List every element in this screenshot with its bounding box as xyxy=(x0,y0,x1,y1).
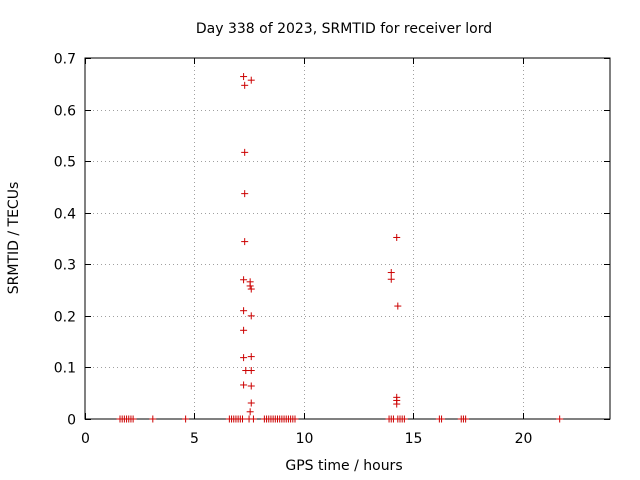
data-point xyxy=(241,190,249,198)
y-tick-label: 0 xyxy=(67,413,76,429)
plot-frame xyxy=(84,57,611,420)
data-point xyxy=(387,275,395,283)
data-point xyxy=(240,354,248,362)
x-tick-label: 15 xyxy=(405,431,423,447)
data-point xyxy=(247,76,255,84)
data-point xyxy=(247,312,255,320)
x-tick-label: 20 xyxy=(515,431,533,447)
data-point xyxy=(240,276,248,284)
data-point xyxy=(393,233,401,241)
data-point xyxy=(182,415,190,423)
data-point xyxy=(246,282,254,290)
data-point xyxy=(240,307,248,315)
data-point xyxy=(394,302,402,310)
data-point xyxy=(241,81,249,89)
y-tick-label: 0.2 xyxy=(54,310,76,326)
data-point xyxy=(247,353,255,361)
grid-layer xyxy=(85,58,610,419)
y-tick-label: 0.4 xyxy=(54,207,76,223)
data-point xyxy=(241,238,249,246)
x-tick-label: 5 xyxy=(190,431,199,447)
x-tick-label: 0 xyxy=(81,431,90,447)
data-point xyxy=(247,285,255,293)
data-point xyxy=(247,399,255,407)
data-point xyxy=(240,326,248,334)
data-point xyxy=(129,415,137,423)
tick-layer: 0 0.1 0.2 0.3 0.4 0.5 0.6 0.7 0 5 10 15 20 xyxy=(54,52,610,447)
y-axis-label: SRMTID / TECUs xyxy=(6,182,22,295)
data-point xyxy=(240,381,248,389)
y-tick-label: 0.5 xyxy=(54,155,76,171)
data-point xyxy=(241,148,249,156)
y-tick-label: 0.6 xyxy=(54,104,76,120)
x-tick-label: 10 xyxy=(296,431,314,447)
data-point xyxy=(438,415,446,423)
data-point xyxy=(556,415,564,423)
data-point xyxy=(247,382,255,390)
data-point xyxy=(462,415,470,423)
data-point xyxy=(239,415,246,423)
data-point xyxy=(387,269,395,277)
data-point xyxy=(291,415,299,423)
data-point xyxy=(247,367,255,375)
data-point xyxy=(240,73,248,81)
data-point xyxy=(249,415,257,423)
data-point xyxy=(149,415,157,423)
y-tick-label: 0.3 xyxy=(54,258,76,274)
data-point xyxy=(393,400,401,408)
data-point xyxy=(246,408,254,416)
data-point xyxy=(400,415,408,423)
x-axis-label: GPS time / hours xyxy=(285,458,402,474)
data-points xyxy=(116,73,564,423)
y-tick-label: 0.7 xyxy=(54,52,76,68)
y-tick-label: 0.1 xyxy=(54,361,76,377)
chart-title: Day 338 of 2023, SRMTID for receiver lor… xyxy=(196,21,492,37)
